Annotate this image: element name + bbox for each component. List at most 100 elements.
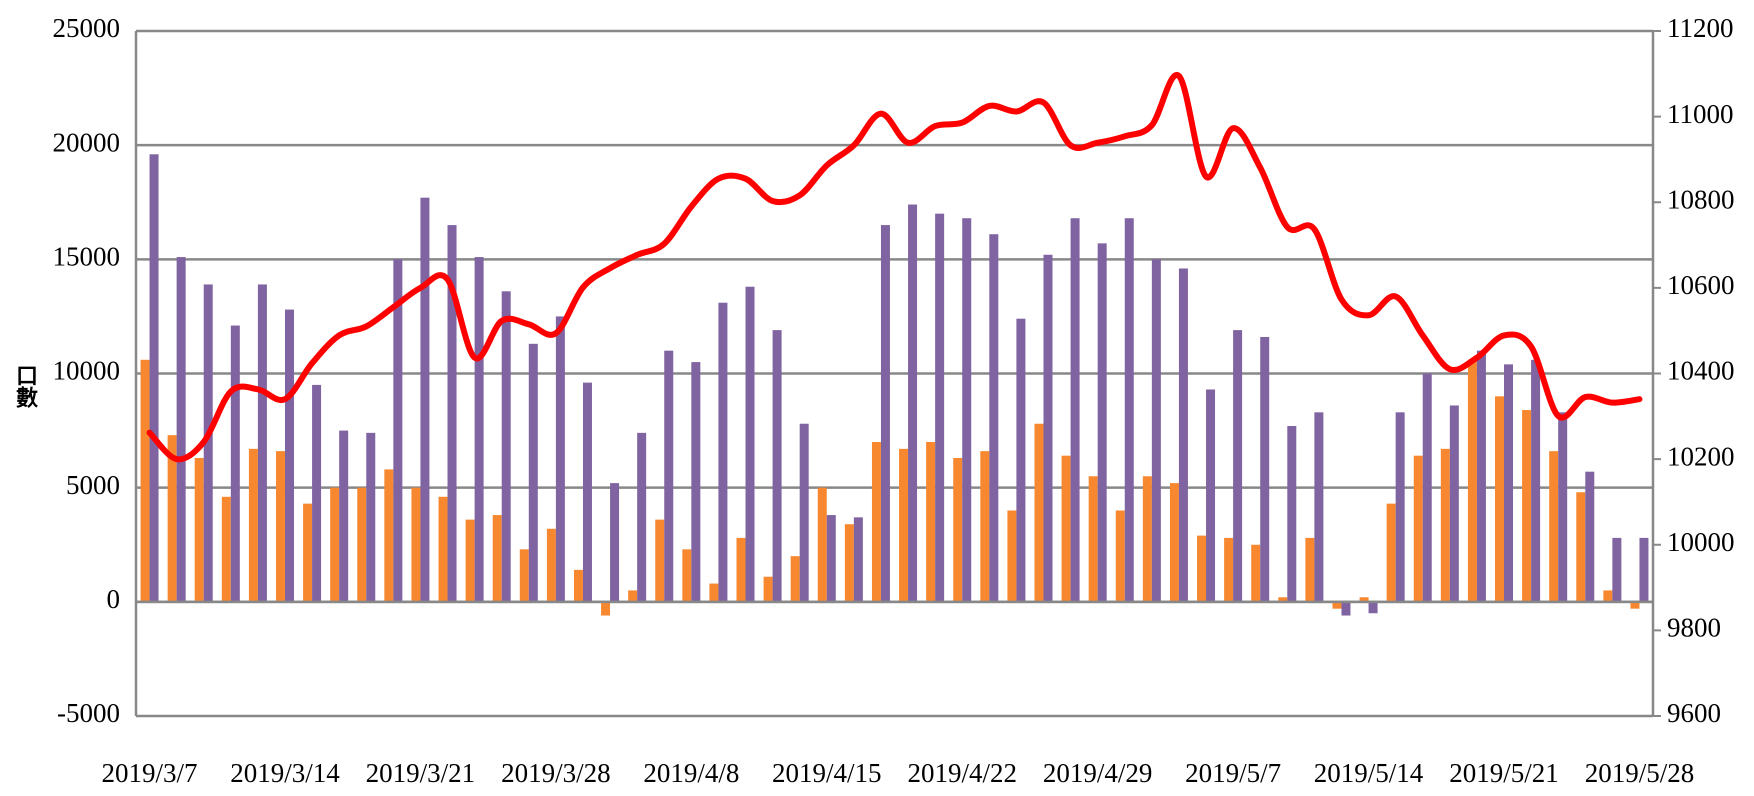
x-tick-label: 2019/5/7	[1185, 758, 1281, 788]
bar	[176, 257, 186, 602]
bar	[1630, 601, 1640, 609]
bar	[1341, 601, 1351, 616]
bar	[1233, 330, 1243, 602]
x-tick-label: 2019/4/29	[1043, 758, 1153, 788]
bar	[1278, 597, 1288, 602]
bar	[763, 576, 773, 602]
x-tick-label: 2019/4/8	[643, 758, 739, 788]
bar	[817, 487, 827, 602]
y-tick-label: 10000	[53, 356, 121, 386]
bar	[257, 284, 267, 602]
bar	[303, 503, 313, 602]
x-tick-label: 2019/3/28	[501, 758, 611, 788]
bar	[1305, 537, 1315, 602]
bar	[790, 556, 800, 602]
bar	[357, 487, 367, 602]
bar	[1440, 448, 1450, 602]
bar	[1368, 601, 1378, 614]
bar	[844, 524, 854, 602]
y2-tick-label: 11200	[1667, 13, 1734, 43]
y-tick-label: 20000	[53, 127, 121, 157]
x-tick-label: 2019/4/15	[772, 758, 882, 788]
bar	[438, 496, 448, 602]
bar	[492, 515, 502, 602]
bar	[1549, 451, 1559, 602]
bar	[248, 448, 258, 602]
bar	[420, 197, 430, 602]
bar	[1395, 412, 1405, 602]
bar	[1531, 359, 1541, 602]
bar	[221, 496, 231, 602]
bar	[989, 234, 999, 602]
bar	[772, 330, 782, 602]
bar	[339, 430, 349, 602]
bar	[582, 382, 592, 602]
bar	[1251, 544, 1261, 602]
bar	[628, 590, 638, 602]
bar	[799, 423, 809, 602]
bar	[908, 204, 918, 602]
x-tick-label: 2019/5/21	[1449, 758, 1559, 788]
bar	[1016, 318, 1026, 602]
bar	[610, 483, 620, 602]
x-tick-label: 2019/4/22	[907, 758, 1017, 788]
bar	[853, 517, 863, 602]
bar	[1314, 412, 1324, 602]
bar	[1467, 359, 1477, 602]
bar	[465, 519, 475, 602]
bar	[926, 442, 936, 602]
y-axis-label: 口數	[12, 364, 38, 409]
bar	[312, 384, 322, 602]
bar	[1206, 389, 1216, 602]
bar	[1197, 535, 1207, 602]
bar	[411, 487, 421, 602]
x-tick-label: 2019/5/28	[1585, 758, 1695, 788]
bar	[1070, 218, 1080, 602]
bar	[546, 528, 556, 602]
bar	[1287, 426, 1297, 602]
bar	[1603, 590, 1613, 602]
bar	[691, 362, 701, 602]
bar	[284, 309, 294, 602]
x-tick-label: 2019/3/7	[102, 758, 198, 788]
bar	[1359, 597, 1369, 602]
bar	[1124, 218, 1134, 602]
bar	[745, 286, 755, 602]
bar	[935, 213, 945, 602]
bar	[1332, 601, 1342, 609]
bar	[1260, 336, 1270, 602]
bar	[899, 448, 909, 602]
bar	[1043, 254, 1053, 602]
bar	[1169, 483, 1179, 602]
bar	[1504, 364, 1514, 602]
bar	[682, 549, 692, 602]
bar	[871, 442, 881, 602]
bar	[664, 350, 674, 602]
bar	[736, 537, 746, 602]
bar	[447, 225, 457, 602]
y2-tick-label: 10200	[1667, 441, 1735, 471]
y2-tick-label: 9600	[1667, 698, 1721, 728]
bar	[826, 515, 836, 602]
bar	[474, 257, 484, 602]
bar	[384, 469, 394, 602]
bar	[1585, 471, 1595, 602]
bar	[1413, 455, 1423, 602]
line	[146, 72, 1643, 463]
y-tick-label: 5000	[66, 470, 120, 500]
bar	[1224, 537, 1234, 602]
bar	[1449, 405, 1459, 602]
y2-tick-label: 10000	[1667, 527, 1735, 557]
bar	[1522, 410, 1532, 602]
x-tick-label: 2019/3/21	[366, 758, 476, 788]
bar	[709, 583, 719, 602]
bar	[519, 549, 529, 602]
y-tick-label: 15000	[53, 242, 121, 272]
bar	[230, 325, 240, 602]
y2-tick-label: 9800	[1667, 613, 1721, 643]
bar	[1576, 492, 1586, 602]
x-tick-label: 2019/3/14	[230, 758, 340, 788]
bar	[149, 154, 159, 602]
bar	[1115, 510, 1125, 602]
